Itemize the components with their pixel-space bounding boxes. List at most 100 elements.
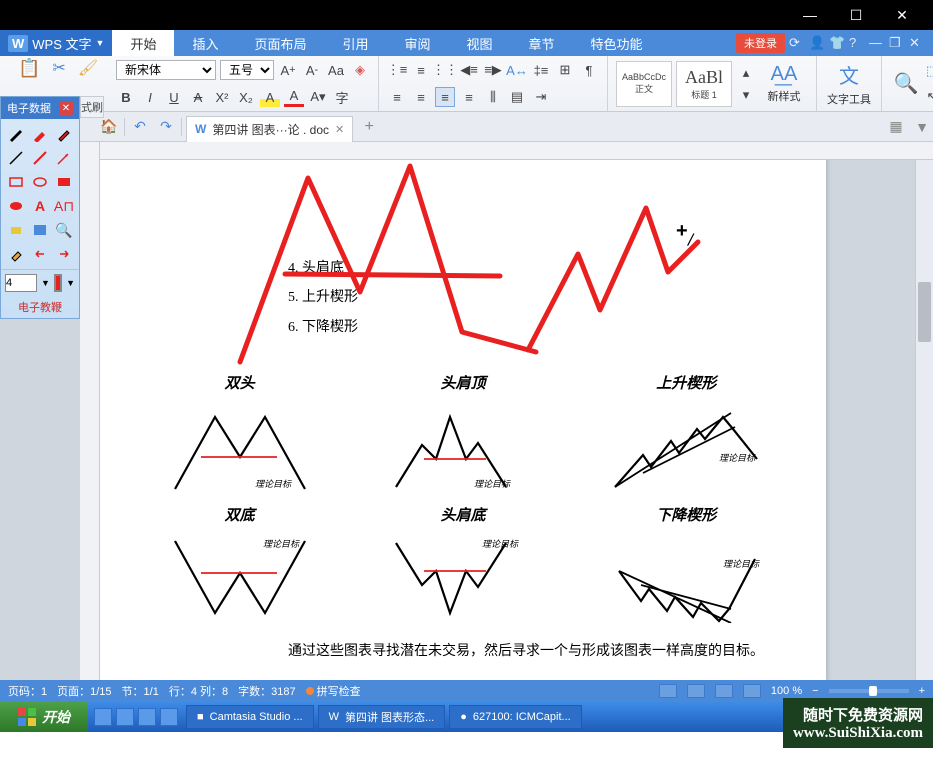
maximize-button[interactable]: ☐ — [833, 0, 879, 30]
menu-视图[interactable]: 视图 — [449, 30, 511, 56]
menu-插入[interactable]: 插入 — [174, 30, 236, 56]
ql-icon[interactable] — [94, 708, 112, 726]
font-name-combo[interactable]: 新宋体 — [116, 60, 216, 80]
shrink-font-button[interactable]: A- — [302, 60, 322, 80]
line-tool[interactable] — [5, 147, 27, 169]
ql-icon[interactable] — [160, 708, 178, 726]
select-button[interactable]: ⬚ — [922, 61, 933, 81]
strikethrough-button[interactable]: A — [188, 87, 208, 107]
view-print-layout[interactable] — [659, 684, 677, 698]
zoom-tool[interactable]: 🔍 — [53, 219, 75, 241]
bold-button[interactable]: B — [116, 87, 136, 107]
copy-icon[interactable]: 🖌 — [78, 58, 98, 79]
min-ribbon-icon[interactable]: — — [869, 35, 885, 51]
arrow-tool[interactable] — [53, 147, 75, 169]
scrollbar-thumb[interactable] — [918, 282, 931, 342]
styles-down[interactable]: ▾ — [736, 85, 756, 105]
horizontal-ruler[interactable] — [100, 142, 933, 160]
ql-icon[interactable] — [138, 708, 156, 726]
document-tab[interactable]: W 第四讲 图表···论 . doc ✕ — [186, 116, 353, 142]
user-icon[interactable]: 👤 — [809, 35, 825, 51]
font-size-combo[interactable]: 五号 — [220, 60, 274, 80]
justify-button[interactable]: ≡ — [459, 87, 479, 107]
home-button[interactable]: 🏠 — [98, 116, 120, 138]
align-left-button[interactable]: ≡ — [387, 87, 407, 107]
minimize-button[interactable]: — — [787, 0, 833, 30]
shading-button[interactable]: A▾ — [308, 87, 328, 107]
vertical-scrollbar[interactable] — [915, 142, 933, 680]
marker-tool[interactable] — [29, 123, 51, 145]
borders-button[interactable]: ⊞ — [555, 60, 575, 80]
close-doc-icon[interactable]: ✕ — [909, 35, 925, 51]
find-button[interactable]: 🔍 — [890, 69, 922, 98]
para-shading-button[interactable]: ▤ — [507, 87, 527, 107]
refresh-icon[interactable]: ⟳ — [789, 35, 805, 51]
color-swatch[interactable] — [54, 274, 62, 292]
start-button[interactable]: 开始 — [0, 702, 88, 732]
rect-fill-tool[interactable] — [53, 171, 75, 193]
eraser-tool[interactable] — [5, 243, 27, 265]
close-button[interactable]: ✕ — [879, 0, 925, 30]
style-normal[interactable]: AaBbCcDc正文 — [616, 61, 672, 107]
zoom-out-button[interactable]: − — [812, 685, 818, 697]
app-badge[interactable]: W WPS 文字 ▼ — [0, 30, 112, 56]
tab-close-icon[interactable]: ✕ — [335, 123, 344, 136]
tab-button[interactable]: ⇥ — [531, 87, 551, 107]
redo-button[interactable]: ↷ — [155, 116, 177, 138]
menu-特色功能[interactable]: 特色功能 — [573, 30, 661, 56]
styles-up[interactable]: ▴ — [736, 63, 756, 83]
font-color-button[interactable]: A — [284, 87, 304, 107]
underline-button[interactable]: U — [164, 87, 184, 107]
align-center-button[interactable]: ≡ — [411, 87, 431, 107]
taskbar-task[interactable]: ■Camtasia Studio ... — [186, 705, 314, 729]
distribute-button[interactable]: ⫼ — [483, 87, 503, 107]
help-icon[interactable]: ? — [849, 35, 865, 51]
numbering-button[interactable]: ≡ — [411, 60, 431, 80]
grow-font-button[interactable]: A+ — [278, 60, 298, 80]
undo-tool[interactable] — [29, 243, 51, 265]
palette-close-icon[interactable]: ✕ — [59, 101, 73, 115]
ql-icon[interactable] — [116, 708, 134, 726]
text2-tool[interactable]: A⊓ — [53, 195, 75, 217]
undo-button[interactable]: ↶ — [129, 116, 151, 138]
subscript-button[interactable]: X₂ — [236, 87, 256, 107]
pen-tool[interactable] — [5, 123, 27, 145]
char-scale-button[interactable]: A↔ — [507, 60, 527, 80]
zoom-in-button[interactable]: + — [919, 685, 925, 697]
text-tools-button[interactable]: 文文字工具 — [825, 58, 873, 109]
view-draft[interactable] — [743, 684, 761, 698]
line-width-combo[interactable] — [5, 274, 37, 292]
zoom-slider[interactable] — [829, 689, 909, 693]
taskbar-task[interactable]: ●627100: ICMCapit... — [449, 705, 582, 729]
brush-tool[interactable] — [53, 123, 75, 145]
status-ime[interactable]: 拼写检查 — [306, 683, 361, 699]
cut-icon[interactable]: ✂ — [52, 58, 65, 79]
menu-开始[interactable]: 开始 — [112, 30, 174, 56]
bullets-button[interactable]: ⋮≡ — [387, 60, 407, 80]
align-right-button[interactable]: ≡ — [435, 87, 455, 107]
view-outline[interactable] — [687, 684, 705, 698]
paste-icon[interactable]: 📋 — [18, 58, 40, 79]
redo-tool[interactable] — [53, 243, 75, 265]
menu-审阅[interactable]: 审阅 — [387, 30, 449, 56]
text-tool[interactable]: A — [29, 195, 51, 217]
tabbar-list-icon[interactable]: ▼ — [911, 116, 933, 138]
taskbar-task[interactable]: W第四讲 图表形态... — [318, 705, 446, 729]
italic-button[interactable]: I — [140, 87, 160, 107]
change-case-button[interactable]: Aa — [326, 60, 346, 80]
ellipse-fill-tool[interactable] — [5, 195, 27, 217]
increase-indent-button[interactable]: ≡▶ — [483, 60, 503, 80]
restore-icon[interactable]: ❐ — [889, 35, 905, 51]
login-button[interactable]: 未登录 — [736, 33, 785, 53]
superscript-button[interactable]: X² — [212, 87, 232, 107]
vertical-ruler[interactable] — [80, 142, 100, 680]
line-spacing-button[interactable]: ‡≡ — [531, 60, 551, 80]
shirt-icon[interactable]: 👕 — [829, 35, 845, 51]
multilevel-button[interactable]: ⋮⋮ — [435, 60, 455, 80]
new-style-button[interactable]: A͟A新样式 — [760, 61, 808, 106]
decrease-indent-button[interactable]: ◀≡ — [459, 60, 479, 80]
select-arrow[interactable]: ↖ — [922, 87, 933, 107]
style-heading1[interactable]: AaBl标题 1 — [676, 61, 732, 107]
image-tool[interactable] — [29, 219, 51, 241]
phonetic-button[interactable]: 字 — [332, 87, 352, 107]
